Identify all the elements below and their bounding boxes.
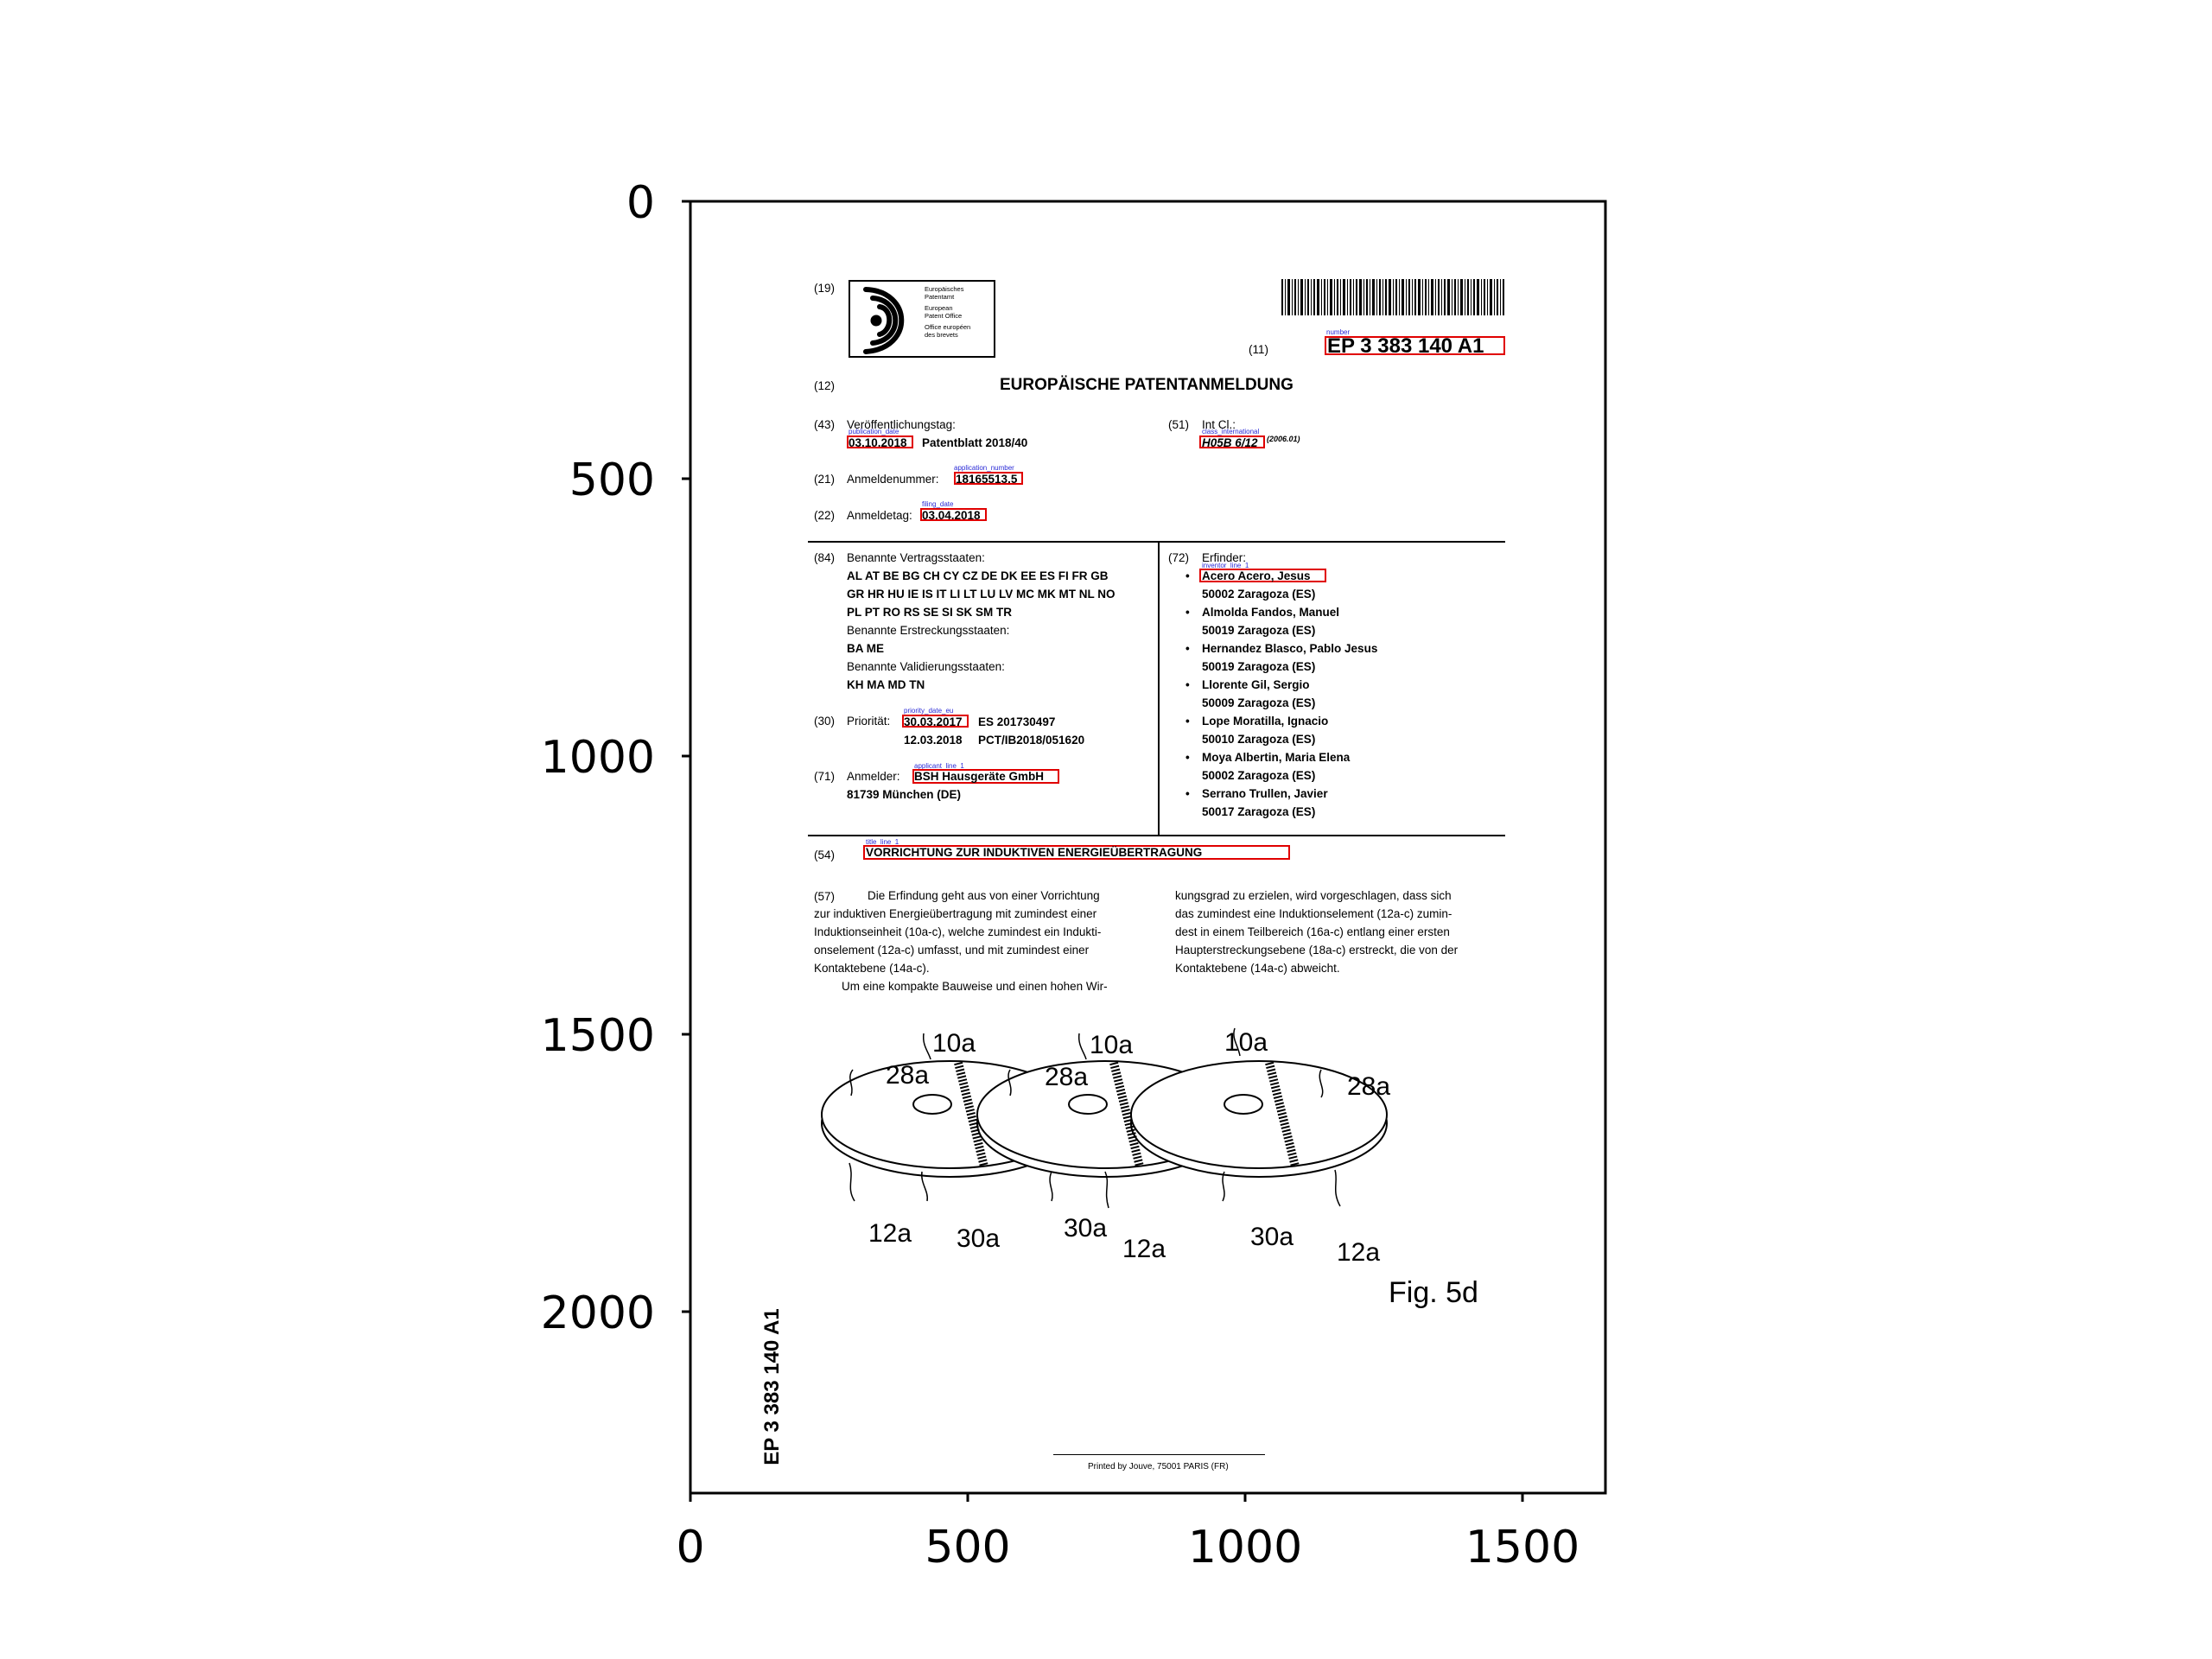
filing-date-label: Anmeldetag:	[847, 510, 912, 522]
priority-date-annotation-label: priority_date_eu	[904, 708, 953, 715]
drawing-reference: 10a	[1224, 1028, 1268, 1058]
footer-rule	[1053, 1454, 1265, 1455]
inid-code-22: (22)	[814, 510, 835, 522]
drawing-reference: 30a	[957, 1224, 1000, 1254]
x-tick-label: 500	[925, 1522, 1010, 1573]
inventor-name: Acero Acero, Jesus	[1202, 570, 1311, 582]
office-name: Europäisches Patentamt European Patent O…	[925, 285, 970, 339]
inid-code-84: (84)	[814, 552, 835, 564]
inventor-name: Almolda Fandos, Manuel	[1202, 607, 1339, 619]
figure-caption: Fig. 5d	[1389, 1276, 1478, 1310]
filing-date-annotation-label: filing_date	[922, 501, 953, 508]
biblio-column-divider	[1158, 541, 1160, 836]
y-tick-label: 500	[569, 454, 655, 506]
priority-date-2: 12.03.2018	[904, 734, 963, 747]
inid-code-71: (71)	[814, 771, 835, 783]
drawing-reference: 28a	[1045, 1063, 1088, 1092]
publication-bulletin: Patentblatt 2018/40	[922, 437, 1027, 449]
application-number-label: Anmeldenummer:	[847, 474, 939, 486]
drawing-reference: 28a	[1347, 1072, 1390, 1102]
epo-emblem-icon	[854, 283, 921, 357]
inventor-city: 50017 Zaragoza (ES)	[1202, 806, 1315, 818]
designated-states-line: GR HR HU IE IS IT LI LT LU LV MC MK MT N…	[847, 588, 1115, 601]
inid-code-72: (72)	[1168, 552, 1189, 564]
document-type: EUROPÄISCHE PATENTANMELDUNG	[1000, 377, 1294, 393]
priority-reference-2: PCT/IB2018/051620	[978, 734, 1084, 747]
inventor-city: 50002 Zaragoza (ES)	[1202, 588, 1315, 601]
y-tick-label: 2000	[541, 1287, 655, 1339]
filing-date: 03.04.2018	[922, 510, 981, 522]
drawing-reference: 12a	[1337, 1238, 1380, 1268]
epo-logo: Europäisches Patentamt European Patent O…	[849, 280, 995, 358]
priority-reference-1: ES 201730497	[978, 716, 1055, 728]
drawing-reference: 12a	[1122, 1235, 1166, 1264]
inid-code-11: (11)	[1249, 344, 1268, 356]
y-tick-label: 0	[626, 177, 655, 229]
applicant-city: 81739 München (DE)	[847, 789, 961, 801]
invention-title: VORRICHTUNG ZUR INDUKTIVEN ENERGIEÜBERTR…	[866, 847, 1202, 859]
patent-page: (19) Europäisches Patentamt European Pat…	[690, 201, 1605, 1493]
priority-label: Priorität:	[847, 715, 890, 728]
inid-code-19: (19)	[814, 283, 835, 295]
priority-date-1: 30.03.2017	[904, 716, 963, 728]
inventor-name: Lope Moratilla, Ignacio	[1202, 715, 1328, 728]
barcode	[1281, 279, 1504, 315]
drawing-reference: 12a	[868, 1219, 912, 1249]
inventor-city: 50010 Zaragoza (ES)	[1202, 734, 1315, 746]
drawing-reference: 30a	[1250, 1223, 1294, 1252]
application-number-annotation-label: application_number	[954, 465, 1014, 472]
abstract-right-column: kungsgrad zu erzielen, wird vorgeschlage…	[1175, 887, 1505, 977]
inventor-city: 50009 Zaragoza (ES)	[1202, 697, 1315, 709]
inventor-name: Hernandez Blasco, Pablo Jesus	[1202, 643, 1377, 655]
inid-code-12: (12)	[814, 380, 835, 392]
applicant-label: Anmelder:	[847, 771, 900, 783]
inventor-name: Serrano Trullen, Javier	[1202, 788, 1328, 800]
designated-states-line: PL PT RO RS SE SI SK SM TR	[847, 607, 1012, 619]
validation-states: KH MA MD TN	[847, 679, 925, 691]
x-tick-label: 1000	[1188, 1522, 1302, 1573]
abstract-left-column: Die Erfindung geht aus von einer Vorrich…	[814, 887, 1151, 995]
inventor-city: 50019 Zaragoza (ES)	[1202, 625, 1315, 637]
inventor-name: Llorente Gil, Sergio	[1202, 679, 1310, 691]
printer-imprint: Printed by Jouve, 75001 PARIS (FR)	[1088, 1463, 1229, 1471]
inventor-city: 50002 Zaragoza (ES)	[1202, 770, 1315, 782]
class-annotation-label: class_international	[1202, 429, 1259, 435]
y-tick-label: 1000	[541, 732, 655, 784]
inid-code-51: (51)	[1168, 419, 1189, 431]
drawing-reference: 28a	[886, 1061, 929, 1090]
inid-code-21: (21)	[814, 474, 835, 486]
inid-code-54: (54)	[814, 849, 835, 861]
inventor-name: Moya Albertin, Maria Elena	[1202, 752, 1350, 764]
side-publication-number: EP 3 383 140 A1	[762, 1296, 783, 1478]
biblio-bottom-rule	[808, 835, 1505, 836]
int-cl-value: H05B 6/12	[1202, 437, 1258, 449]
publication-date-annotation-label: publication_date	[849, 429, 899, 435]
drawing-reference: 10a	[932, 1029, 976, 1058]
int-cl-version: (2006.01)	[1267, 435, 1300, 443]
drawing-reference: 10a	[1090, 1031, 1133, 1060]
x-tick-label: 1500	[1465, 1522, 1580, 1573]
inventor-city: 50019 Zaragoza (ES)	[1202, 661, 1315, 673]
biblio-top-rule	[808, 541, 1505, 543]
x-tick-label: 0	[676, 1522, 704, 1573]
extension-states: BA ME	[847, 643, 884, 655]
applicant-name: BSH Hausgeräte GmbH	[914, 771, 1044, 783]
extension-states-label: Benannte Erstreckungsstaaten:	[847, 625, 1009, 637]
inid-code-30: (30)	[814, 715, 835, 728]
publication-date: 03.10.2018	[849, 437, 907, 449]
y-tick-label: 1500	[541, 1010, 655, 1062]
drawing-reference: 30a	[1064, 1214, 1107, 1243]
designated-states-line: AL AT BE BG CH CY CZ DE DK EE ES FI FR G…	[847, 570, 1109, 582]
designated-states-label: Benannte Vertragsstaaten:	[847, 552, 985, 564]
inid-code-43: (43)	[814, 419, 835, 431]
publication-number: EP 3 383 140 A1	[1327, 336, 1484, 357]
application-number: 18165513.5	[956, 474, 1017, 486]
validation-states-label: Benannte Validierungsstaaten:	[847, 661, 1005, 673]
